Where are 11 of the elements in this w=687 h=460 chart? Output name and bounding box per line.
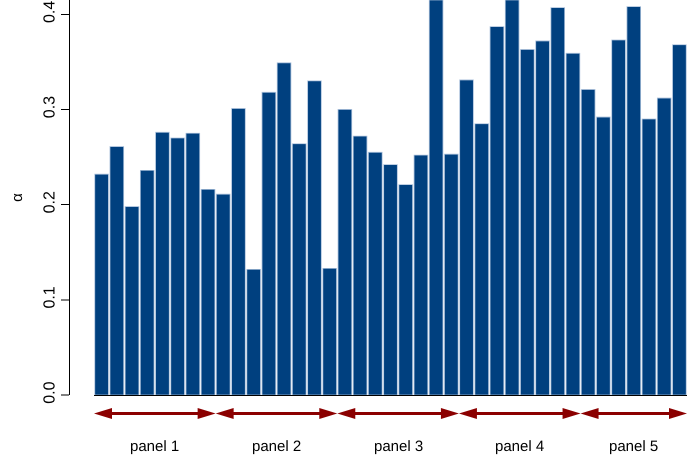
y-tick-label: 0.4 (42, 0, 59, 24)
y-tick-label: 0.0 (42, 381, 59, 404)
y-axis-title: α (8, 192, 26, 202)
text: panel 1 (130, 438, 180, 455)
y-tick-label: 0.2 (42, 191, 59, 214)
y-tick-label: 0.3 (42, 96, 59, 118)
text: panel 3 (374, 438, 424, 455)
y-tick-label: 0.1 (42, 286, 59, 309)
text: panel 2 (252, 438, 302, 455)
text: panel 4 (495, 438, 544, 455)
text: panel 5 (609, 438, 658, 455)
